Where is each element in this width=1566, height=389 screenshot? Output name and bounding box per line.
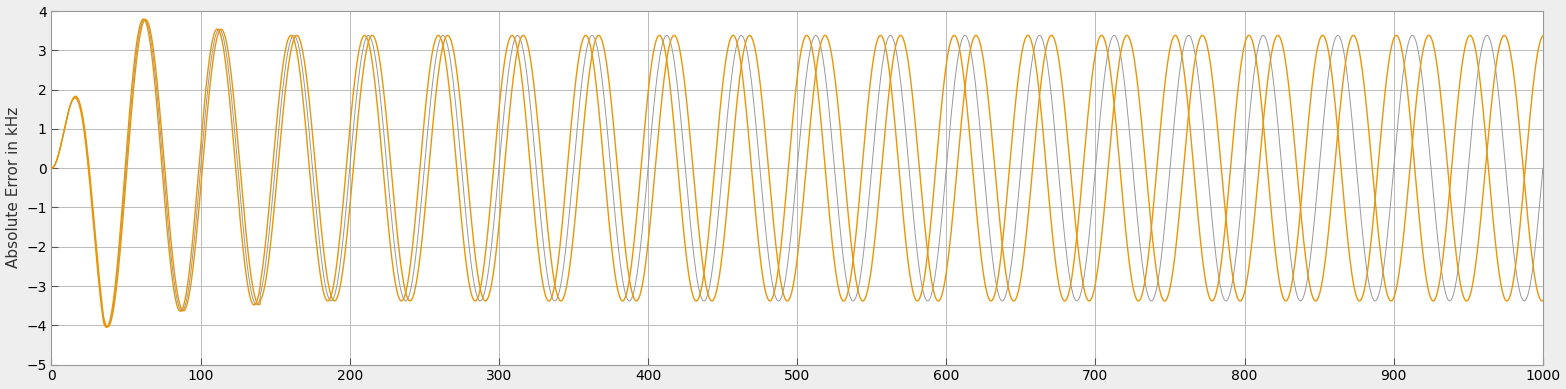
Y-axis label: Absolute Error in kHz: Absolute Error in kHz [6,107,20,268]
